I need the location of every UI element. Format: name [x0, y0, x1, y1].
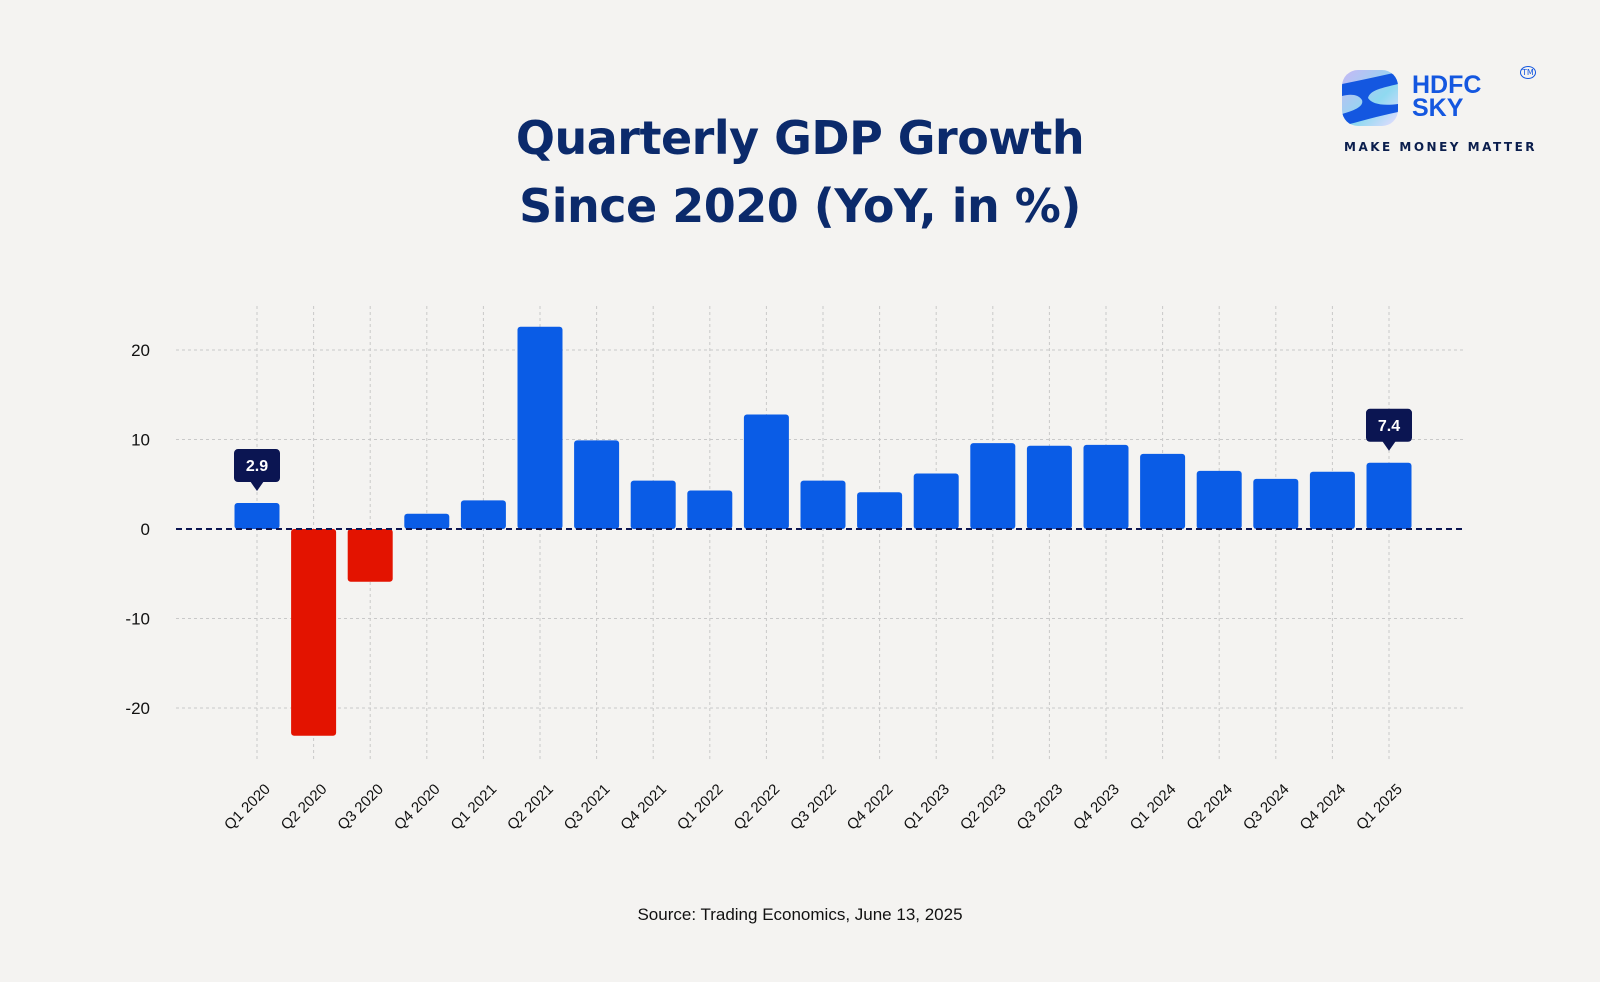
- x-tick-label: Q4 2021: [617, 781, 670, 834]
- x-tick-label: Q3 2023: [1014, 781, 1067, 834]
- bar: [857, 492, 903, 529]
- y-tick-label: 0: [141, 520, 150, 539]
- x-tick-label: Q4 2023: [1070, 781, 1123, 834]
- data-label: 7.4: [1378, 418, 1400, 435]
- x-tick-label: Q1 2021: [448, 781, 501, 834]
- trademark: TM: [1520, 66, 1536, 79]
- value-callout: [234, 449, 280, 483]
- value-callout: [1366, 408, 1412, 442]
- data-label: 2.9: [246, 458, 268, 475]
- callout-pointer: [1382, 440, 1396, 451]
- bar: [347, 529, 393, 582]
- y-tick-label: 20: [131, 341, 150, 360]
- y-tick-label: -10: [125, 610, 150, 629]
- bar: [743, 414, 789, 529]
- y-tick-label: 10: [131, 431, 150, 450]
- bar: [517, 326, 563, 529]
- x-tick-label: Q1 2025: [1353, 781, 1406, 834]
- chart-title: Quarterly GDP Growth Since 2020 (YoY, in…: [0, 104, 1600, 240]
- x-tick-label: Q3 2024: [1240, 781, 1293, 834]
- bar: [460, 500, 506, 529]
- bar: [291, 529, 337, 736]
- hdfc-sky-logo: HDFC SKY TM MAKE MONEY MATTER: [1340, 66, 1540, 166]
- bar: [1309, 471, 1355, 529]
- x-tick-label: Q4 2020: [391, 781, 444, 834]
- bar: [800, 480, 846, 529]
- bar: [574, 440, 620, 529]
- bar: [970, 443, 1016, 529]
- bar: [404, 513, 450, 529]
- x-tick-label: Q1 2024: [1127, 781, 1180, 834]
- bar: [1366, 462, 1412, 529]
- logo-brand: HDFC SKY: [1412, 71, 1482, 122]
- bar: [630, 480, 676, 529]
- bar: [1026, 445, 1072, 529]
- logo-tagline: MAKE MONEY MATTER: [1344, 140, 1538, 154]
- title-line-2: Since 2020 (YoY, in %): [519, 179, 1081, 233]
- x-tick-label: Q2 2020: [278, 781, 331, 834]
- x-tick-label: Q2 2021: [504, 781, 557, 834]
- x-tick-label: Q3 2020: [334, 781, 387, 834]
- x-tick-label: Q2 2024: [1183, 781, 1236, 834]
- bar: [1253, 478, 1299, 529]
- bar: [1196, 470, 1242, 529]
- bar: [687, 490, 733, 529]
- x-tick-label: Q3 2021: [561, 781, 614, 834]
- x-tick-label: Q4 2022: [844, 781, 897, 834]
- bar: [1140, 453, 1186, 529]
- logo-mark-icon: [1342, 70, 1398, 126]
- x-tick-label: Q1 2020: [221, 781, 274, 834]
- bar: [234, 503, 280, 529]
- x-tick-label: Q2 2022: [731, 781, 784, 834]
- x-tick-label: Q1 2023: [900, 781, 953, 834]
- source-note: Source: Trading Economics, June 13, 2025: [637, 905, 963, 924]
- x-tick-label: Q4 2024: [1297, 781, 1350, 834]
- title-line-1: Quarterly GDP Growth: [515, 111, 1085, 165]
- callout-pointer: [250, 481, 264, 492]
- x-tick-label: Q3 2022: [787, 781, 840, 834]
- bar: [1083, 444, 1129, 529]
- y-tick-label: -20: [125, 699, 150, 718]
- bar: [913, 473, 959, 529]
- x-tick-label: Q2 2023: [957, 781, 1010, 834]
- x-tick-label: Q1 2022: [674, 781, 727, 834]
